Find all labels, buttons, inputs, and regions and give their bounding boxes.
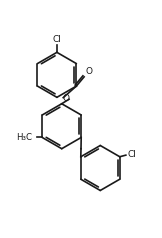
Text: O: O <box>86 67 93 75</box>
Text: Cl: Cl <box>128 150 137 159</box>
Text: H₃C: H₃C <box>17 133 33 142</box>
Text: Cl: Cl <box>52 35 61 44</box>
Text: O: O <box>63 94 70 103</box>
